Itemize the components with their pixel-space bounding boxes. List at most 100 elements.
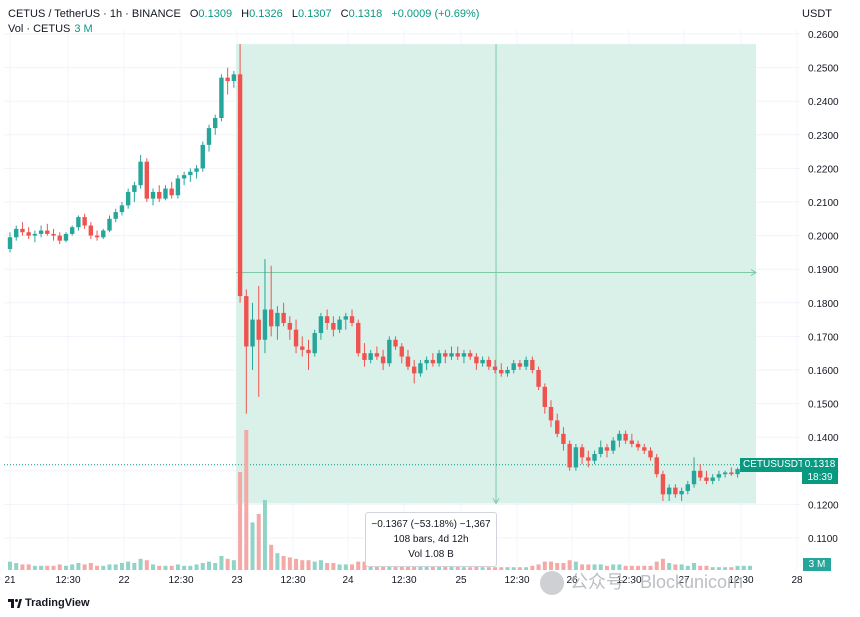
- volume-bar: [667, 563, 672, 570]
- volume-bar: [405, 564, 410, 570]
- volume-bar: [138, 558, 143, 570]
- volume-bar: [244, 430, 249, 570]
- candle-body: [412, 366, 417, 374]
- time-axis[interactable]: 21 12:30 22 12:30 23 12:30 24 12:30 25 12:30 26 12:…: [4, 575, 803, 586]
- volume-bar: [163, 565, 168, 570]
- price-tick-label: 0.2000: [808, 232, 839, 243]
- volume-bar: [698, 565, 703, 570]
- candle-body: [163, 188, 168, 199]
- volume-bar: [430, 565, 435, 570]
- candle-body: [685, 484, 691, 491]
- volume-bar: [300, 560, 305, 570]
- tradingview-logo[interactable]: TradingView: [8, 597, 90, 609]
- candle-body: [26, 232, 31, 236]
- time-tick-label: 12:30: [728, 575, 753, 586]
- candle-body: [691, 470, 697, 485]
- volume-bar: [511, 567, 516, 570]
- volume-bar: [536, 564, 541, 570]
- volume-bar: [580, 564, 585, 570]
- measure-range: [4, 44, 757, 505]
- candle-body: [200, 144, 205, 169]
- candle-body: [244, 296, 249, 347]
- last-price: 0.1318: [804, 459, 836, 470]
- candle-body: [567, 443, 572, 468]
- volume-bar: [76, 563, 81, 570]
- volume-bar: [741, 565, 746, 570]
- price-axis[interactable]: 0.2600 0.2500 0.2400 0.2300 0.2200 0.2100 0.20…: [808, 30, 839, 545]
- candle-body: [157, 191, 162, 199]
- time-tick-label: 27: [678, 575, 690, 586]
- candle-body: [324, 316, 330, 323]
- candle-body: [20, 228, 25, 233]
- volume-bar: [673, 564, 678, 570]
- candle-body: [523, 359, 529, 367]
- volume-legend: Vol · CETUS 3 M: [8, 23, 93, 35]
- volume-bar: [542, 561, 547, 570]
- candle-body: [660, 474, 666, 495]
- open-label: O: [189, 8, 199, 20]
- volume-bar: [119, 563, 124, 570]
- candle-body: [119, 205, 125, 213]
- volume-bar: [200, 563, 205, 570]
- candle-body: [76, 217, 81, 228]
- symbol-title[interactable]: CETUS / TetherUS · 1h · BINANCE: [8, 8, 181, 20]
- candle-body: [94, 235, 100, 238]
- candle-body: [467, 353, 473, 357]
- bar-countdown: 18:39: [807, 472, 833, 483]
- volume-bar: [660, 558, 665, 570]
- volume-bar: [331, 563, 336, 570]
- candle-body: [380, 356, 386, 364]
- volume-bar: [598, 564, 603, 570]
- candle-body: [710, 477, 715, 481]
- candle-body: [293, 329, 299, 347]
- volume-bar: [586, 564, 591, 570]
- measure-info-box: −0.1367 (−53.18%) −1,367 108 bars, 4d 12…: [365, 512, 497, 567]
- volume-bar: [144, 560, 149, 570]
- candle-body: [250, 319, 255, 347]
- volume-label[interactable]: Vol · CETUS: [8, 23, 71, 35]
- volume-bar: [194, 564, 199, 570]
- price-tick-label: 0.2100: [808, 198, 839, 209]
- time-tick-label: 28: [791, 575, 803, 586]
- candle-body: [443, 353, 448, 357]
- candle-body: [517, 363, 523, 367]
- volume-bar: [101, 565, 106, 570]
- candle-body: [287, 322, 293, 330]
- candle-body: [722, 472, 728, 475]
- candle-body: [331, 322, 336, 330]
- candle-body: [623, 433, 628, 441]
- volume-bar: [182, 565, 187, 570]
- volume-bar: [424, 565, 429, 570]
- price-tick-label: 0.2400: [808, 97, 839, 108]
- candle-body: [598, 447, 603, 454]
- volume-bar: [157, 565, 162, 570]
- candle-body: [698, 470, 703, 478]
- candle-body: [561, 433, 566, 444]
- price-tick-label: 0.1400: [808, 433, 839, 444]
- candle-body: [225, 77, 230, 82]
- candle-body: [300, 346, 305, 350]
- candle-body: [555, 420, 560, 434]
- volume-bar: [256, 514, 261, 570]
- time-tick-label: 21: [4, 575, 16, 586]
- volume-bar: [642, 565, 647, 570]
- close-value: 0.1318: [348, 8, 383, 20]
- volume-bar: [723, 567, 728, 570]
- volume-bar: [418, 564, 423, 570]
- candle-body: [231, 74, 237, 82]
- candle-body: [343, 316, 348, 320]
- volume-bar: [250, 522, 255, 570]
- candle-body: [480, 359, 485, 364]
- volume-bar: [275, 553, 280, 570]
- candle-body: [181, 175, 187, 179]
- last-price-tag: 0.1318 18:39: [802, 458, 838, 484]
- candle-body: [213, 118, 218, 129]
- candle-body: [281, 312, 286, 323]
- candle-body: [63, 233, 69, 241]
- volume-bar: [325, 563, 330, 570]
- currency-label[interactable]: USDT: [802, 8, 832, 20]
- volume-bar: [63, 565, 68, 570]
- candle-body: [268, 309, 274, 327]
- candle-body: [45, 230, 50, 234]
